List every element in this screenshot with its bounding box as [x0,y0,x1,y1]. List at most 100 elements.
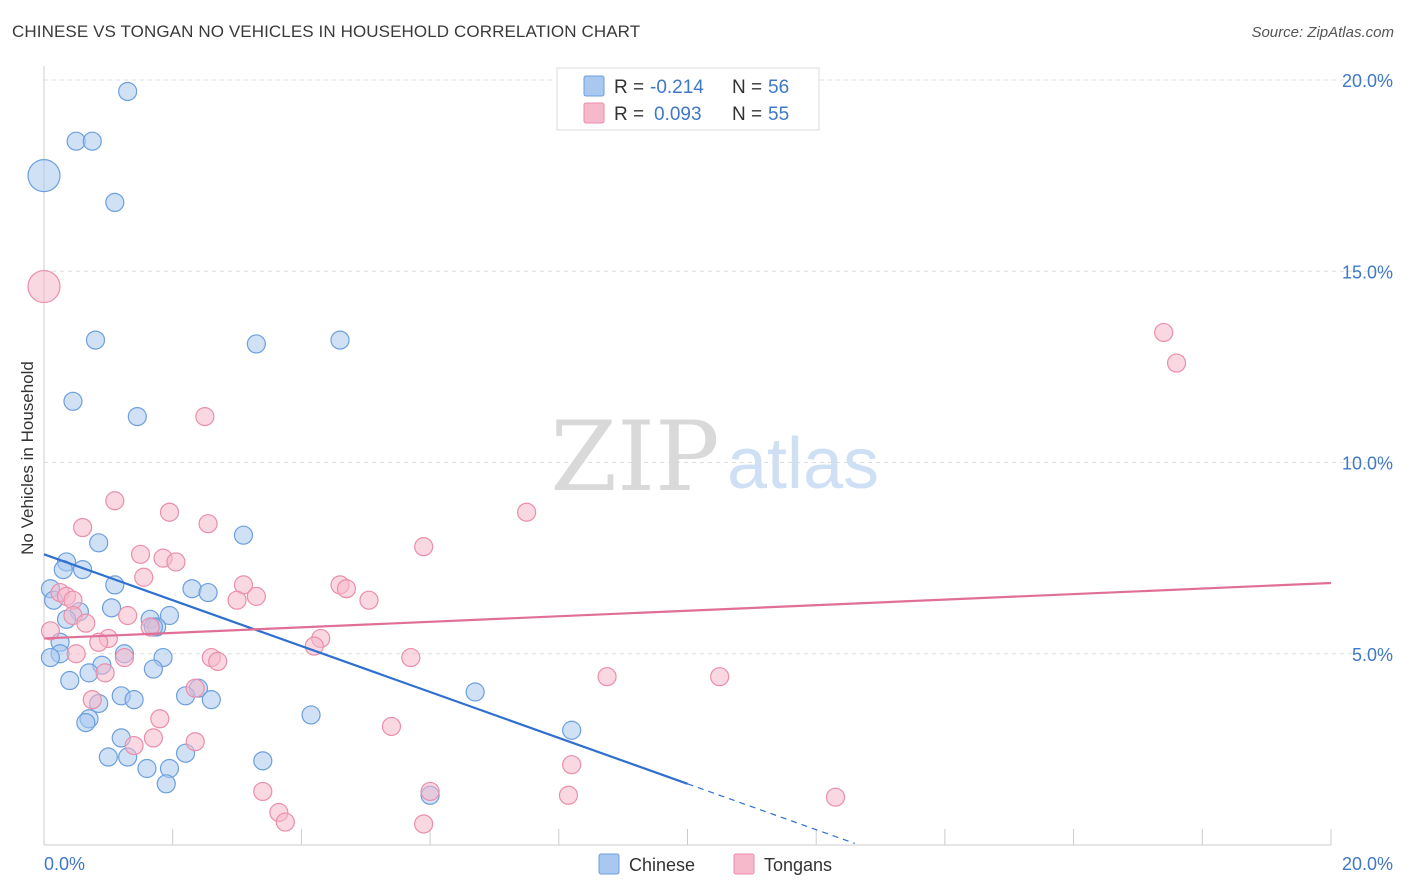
trend-line-chinese-extension [687,783,856,845]
point-chinese-2 [66,131,86,151]
point-chinese-13 [73,559,93,580]
point-tongan-42 [150,709,170,729]
point-chinese-11 [89,533,109,553]
point-chinese-0 [27,159,61,193]
point-tongan-43 [381,716,402,737]
point-tongan-33 [114,647,135,668]
point-tongan-9 [414,537,434,557]
point-tongan-26 [140,617,160,637]
legend-n-label-tongan: N = [732,104,762,125]
point-chinese-39 [124,690,144,710]
point-tongan-51 [825,787,846,807]
legend-n-value-tongan: 55 [768,104,789,125]
point-tongan-10 [130,544,151,564]
y-tick-label-0: 5.0% [1352,645,1393,665]
point-tongan-53 [275,812,295,832]
legend-r-label-tongan: R = [614,104,644,125]
point-tongan-35 [401,647,421,668]
point-tongan-31 [304,636,324,656]
point-tongan-50 [558,785,579,805]
point-tongan-24 [118,605,138,626]
legend-swatch-chinese [583,75,605,97]
point-chinese-49 [98,747,118,767]
x-tick-label-1: 20.0% [1342,854,1393,874]
point-tongan-13 [134,567,154,587]
stats-legend: R = -0.214 N = 56 R = 0.093 N = 55 [556,67,820,131]
y-tick-label-3: 20.0% [1342,71,1393,91]
series-legend: Chinese Tongans [598,853,832,875]
point-chinese-8 [63,391,83,411]
point-chinese-42 [301,705,321,725]
point-tongan-48 [253,781,273,802]
point-chinese-33 [79,663,99,683]
point-tongan-22 [359,590,379,610]
series-legend-tongan: Tongans [764,855,832,875]
y-tick-label-2: 15.0% [1342,262,1393,282]
legend-r-label-chinese: R = [614,77,644,98]
point-chinese-20 [101,598,122,618]
point-chinese-6 [246,334,266,354]
point-tongan-37 [95,663,115,683]
point-chinese-5 [85,330,106,350]
source-credit: Source: ZipAtlas.com [1251,24,1394,41]
point-tongan-27 [40,621,61,641]
point-tongan-36 [208,651,228,672]
legend-n-value-chinese: 56 [768,77,789,98]
point-chinese-29 [40,647,61,668]
x-tick-label-0: 0.0% [44,854,85,874]
y-tick-label-1: 10.0% [1342,454,1393,474]
point-chinese-23 [159,605,180,626]
point-tongan-4 [105,491,125,511]
point-tongan-49 [420,781,440,802]
watermark-atlas: atlas [727,424,879,504]
point-tongan-38 [597,667,617,687]
point-chinese-3 [82,131,102,151]
legend-swatch-tongan [583,102,605,124]
point-tongan-41 [82,690,102,710]
legend-r-value-chinese: -0.214 [650,77,704,98]
point-chinese-10 [233,525,254,545]
point-tongan-5 [517,502,537,522]
trend-line-chinese [43,553,688,785]
point-tongan-3 [195,407,215,427]
point-tongan-1 [1154,322,1174,343]
axis-layer: 5.0% 10.0% 15.0% 20.0% 0.0% 20.0% [43,66,1393,874]
point-chinese-40 [201,690,221,710]
point-chinese-36 [465,682,485,702]
point-chinese-50 [253,751,273,771]
point-tongan-30 [89,632,109,652]
point-tongan-46 [124,735,144,756]
point-tongan-40 [185,678,205,698]
point-tongan-25 [76,613,96,633]
point-chinese-9 [127,407,147,427]
point-tongan-47 [562,755,582,775]
point-chinese-32 [143,659,163,679]
series-legend-swatch-tongan [733,853,755,875]
point-chinese-45 [562,720,582,740]
trend-layer [43,553,1332,845]
point-chinese-7 [330,330,350,350]
point-chinese-44 [76,712,96,733]
point-tongan-54 [414,814,434,834]
point-tongan-45 [185,732,205,752]
point-tongan-20 [246,586,266,606]
trend-line-tongan [43,581,1332,640]
point-tongan-7 [198,514,218,534]
point-chinese-18 [198,582,218,603]
point-tongan-16 [336,579,357,599]
point-tongan-21 [227,590,247,610]
point-chinese-34 [60,670,80,691]
point-tongan-6 [159,502,180,522]
point-tongan-8 [73,517,93,538]
point-chinese-53 [156,774,176,794]
grid-layer [44,79,1394,655]
points-layer [27,81,1187,834]
point-tongan-44 [143,728,163,748]
point-tongan-32 [66,644,86,664]
chart-title: CHINESE VS TONGAN NO VEHICLES IN HOUSEHO… [12,22,641,41]
series-legend-swatch-chinese [598,853,620,875]
watermark: ZIP atlas [550,401,879,513]
legend-r-value-tongan: 0.093 [654,104,702,125]
point-tongan-39 [710,667,730,687]
